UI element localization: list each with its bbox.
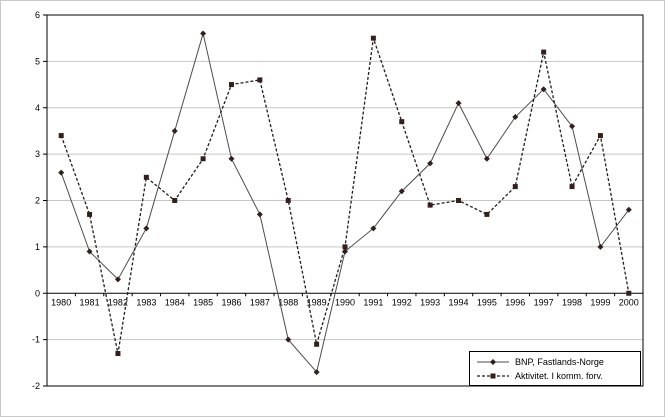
y-axis-label: 1 bbox=[35, 242, 40, 252]
x-axis-label: 1999 bbox=[590, 297, 610, 307]
diamond-marker bbox=[427, 160, 434, 167]
x-axis-label: 1987 bbox=[250, 297, 270, 307]
x-axis-label: 1983 bbox=[136, 297, 156, 307]
diamond-marker bbox=[313, 369, 320, 376]
square-marker bbox=[626, 290, 632, 296]
square-marker bbox=[200, 156, 206, 162]
square-marker bbox=[541, 49, 547, 55]
diamond-marker bbox=[58, 169, 65, 176]
square-marker bbox=[370, 35, 376, 41]
square-marker bbox=[597, 133, 603, 139]
square-marker bbox=[143, 174, 149, 180]
diamond-marker bbox=[625, 206, 632, 213]
square-marker-icon bbox=[490, 373, 496, 379]
x-axis-label: 1992 bbox=[392, 297, 412, 307]
legend-label-bnp: BNP, Fastlands-Norge bbox=[515, 357, 604, 367]
x-axis-label: 1986 bbox=[221, 297, 241, 307]
square-marker bbox=[427, 202, 433, 208]
square-marker bbox=[314, 341, 320, 347]
x-axis-label: 1982 bbox=[108, 297, 128, 307]
diamond-marker bbox=[540, 86, 547, 93]
square-marker bbox=[172, 198, 178, 203]
y-axis-label: 2 bbox=[35, 196, 40, 206]
x-axis-label: 1991 bbox=[363, 297, 383, 307]
square-marker bbox=[285, 198, 291, 203]
diamond-marker bbox=[370, 225, 377, 232]
x-axis-label: 1993 bbox=[420, 297, 440, 307]
diamond-marker bbox=[597, 243, 604, 250]
square-marker bbox=[512, 184, 518, 190]
diamond-marker bbox=[86, 248, 93, 255]
x-axis-label: 1980 bbox=[51, 297, 71, 307]
x-axis-label: 1989 bbox=[307, 297, 327, 307]
square-marker bbox=[484, 211, 490, 217]
plot-border bbox=[46, 14, 644, 387]
legend-item-aktivitet: Aktivitet. I komm. forv. bbox=[476, 370, 634, 382]
legend-item-bnp: BNP, Fastlands-Norge bbox=[476, 356, 634, 368]
diamond-marker bbox=[483, 155, 490, 162]
legend-box: BNP, Fastlands-Norge Aktivitet. I komm. … bbox=[469, 351, 641, 386]
y-axis-label: 0 bbox=[35, 288, 40, 298]
diamond-marker bbox=[171, 127, 178, 134]
diamond-marker bbox=[256, 211, 263, 218]
x-axis-label: 1990 bbox=[335, 297, 355, 307]
x-axis-label: 1988 bbox=[278, 297, 298, 307]
x-axis-label: 1981 bbox=[80, 297, 100, 307]
square-marker bbox=[399, 119, 405, 125]
square-marker bbox=[569, 184, 575, 190]
diamond-marker bbox=[114, 276, 121, 283]
bnp-line-sample-icon bbox=[477, 359, 509, 365]
y-axis-label: -1 bbox=[32, 335, 40, 345]
square-marker bbox=[58, 133, 64, 139]
diamond-marker bbox=[455, 100, 462, 107]
x-axis-label: 1984 bbox=[165, 297, 185, 307]
x-axis-label: 1998 bbox=[562, 297, 582, 307]
diamond-marker bbox=[285, 336, 292, 343]
diamond-marker bbox=[569, 123, 576, 130]
square-marker bbox=[257, 77, 263, 83]
square-marker bbox=[228, 82, 234, 88]
diamond-marker bbox=[228, 155, 235, 162]
diamond-marker bbox=[398, 188, 405, 195]
x-axis-label: 1994 bbox=[449, 297, 469, 307]
square-marker bbox=[342, 244, 348, 250]
y-axis-label: 5 bbox=[35, 56, 40, 66]
x-axis-label: 1997 bbox=[534, 297, 554, 307]
aktivitet-line-sample-icon bbox=[477, 373, 509, 379]
series-line-0 bbox=[60, 31, 630, 374]
x-axis-label: 2000 bbox=[619, 297, 639, 307]
x-axis-label: 1996 bbox=[505, 297, 525, 307]
x-axis-label: 1995 bbox=[477, 297, 497, 307]
legend-label-aktivitet: Aktivitet. I komm. forv. bbox=[515, 371, 603, 381]
diamond-marker bbox=[200, 30, 207, 37]
diamond-marker-icon bbox=[490, 359, 496, 365]
y-axis-label: -2 bbox=[32, 381, 40, 391]
square-marker bbox=[456, 198, 462, 203]
diamond-marker bbox=[512, 114, 519, 121]
square-marker bbox=[115, 351, 121, 357]
diamond-marker bbox=[143, 225, 150, 232]
x-axis-label: 1985 bbox=[193, 297, 213, 307]
square-marker bbox=[87, 211, 93, 217]
y-axis-label: 6 bbox=[35, 10, 40, 20]
y-axis-label: 4 bbox=[35, 103, 40, 113]
y-axis-label: 3 bbox=[35, 149, 40, 159]
